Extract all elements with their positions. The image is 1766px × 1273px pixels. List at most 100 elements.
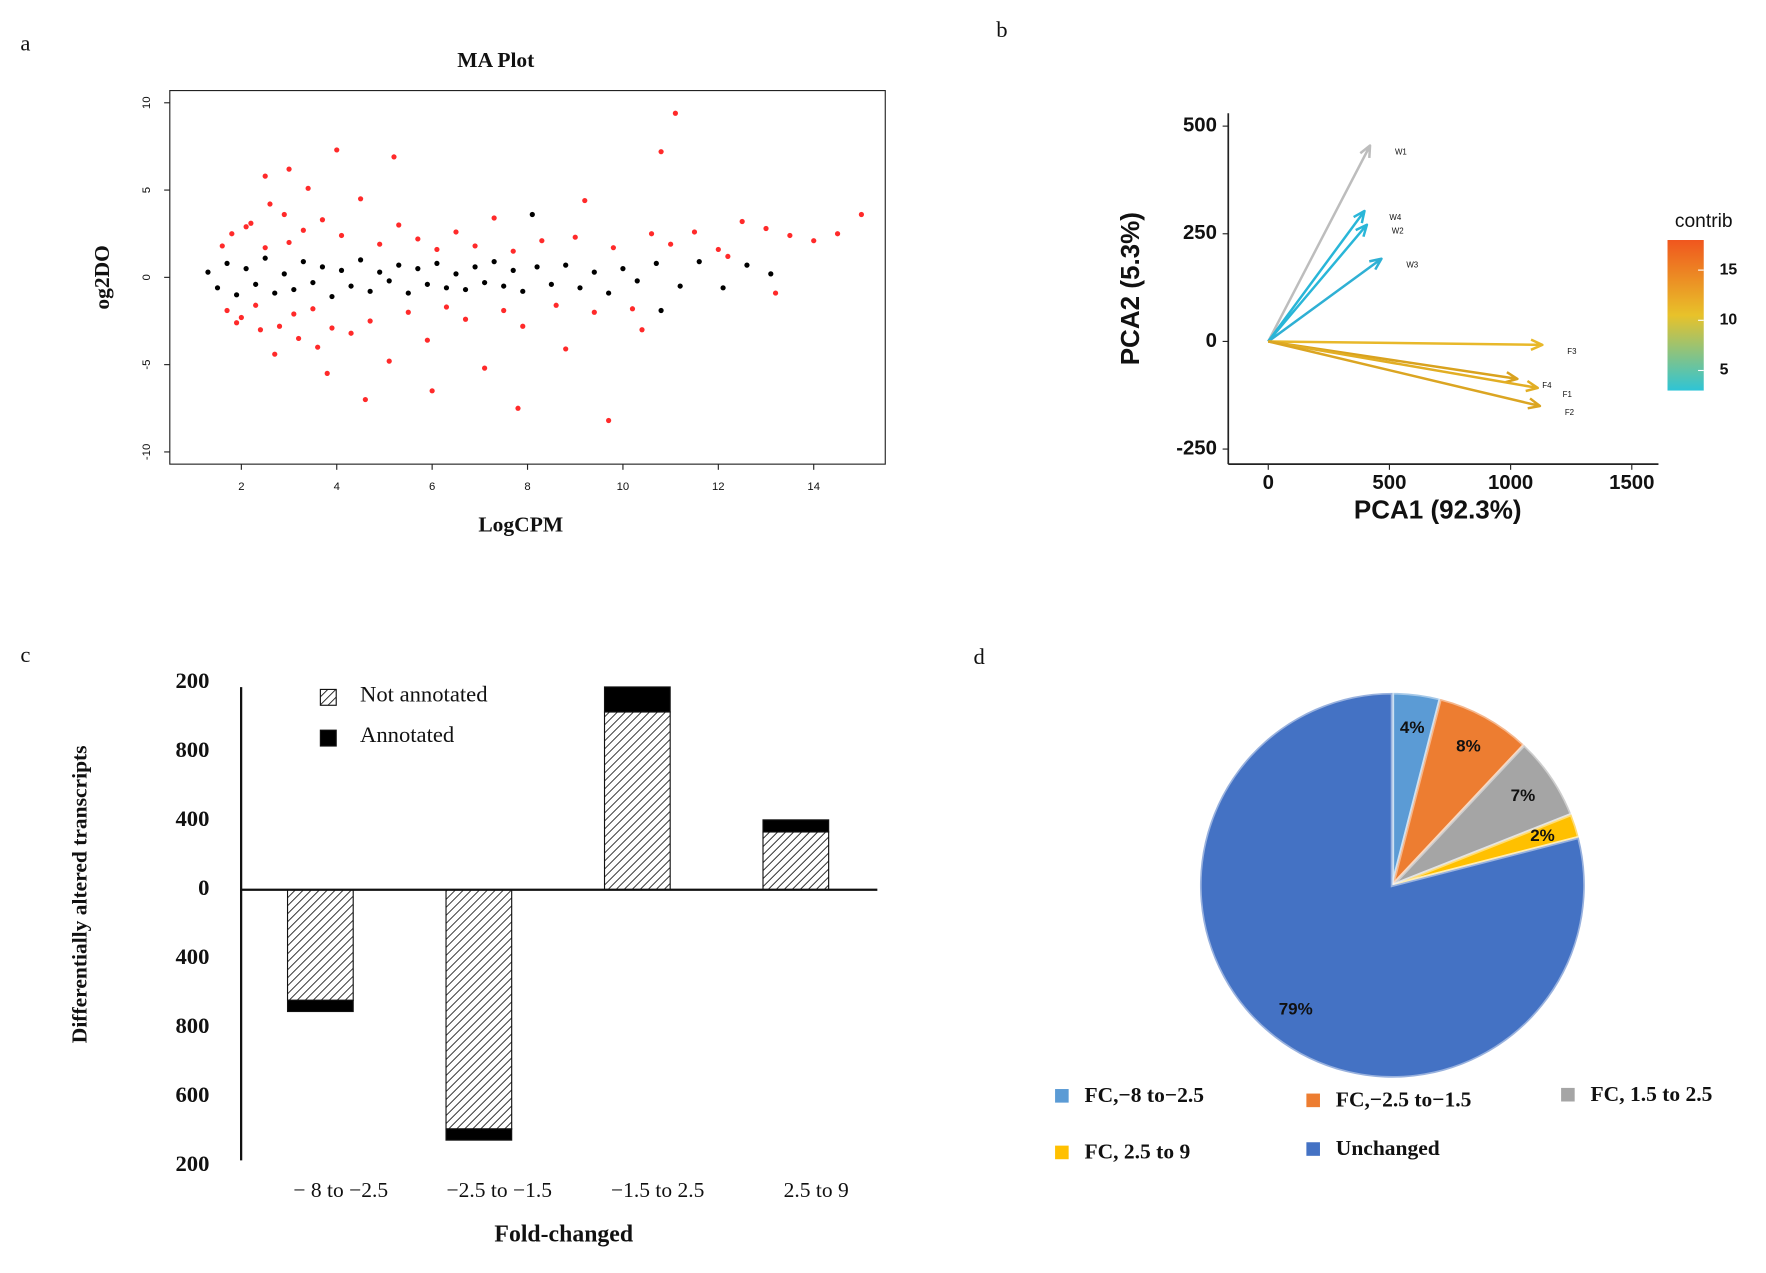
bar-segment — [762, 831, 830, 891]
point — [214, 285, 221, 291]
legend-swatch — [1055, 1145, 1069, 1160]
y-tick-label: -10 — [141, 444, 153, 460]
point — [243, 266, 249, 272]
point — [205, 269, 211, 275]
y-tick-label: 5 — [141, 187, 153, 193]
point — [453, 271, 459, 277]
point — [334, 147, 340, 153]
bar-segment — [286, 999, 354, 1013]
x-tick-label: −1.5 to 2.5 — [611, 1178, 704, 1202]
point — [424, 281, 430, 287]
point — [286, 239, 292, 246]
y-tick-label: 500 — [1183, 115, 1217, 137]
colorbar-tick-label: 15 — [1720, 261, 1738, 278]
y-axis-label: og2DO — [90, 245, 114, 309]
pie-slice — [1391, 812, 1581, 887]
point — [715, 246, 721, 253]
point — [377, 241, 383, 247]
point — [405, 309, 411, 315]
point — [272, 290, 278, 296]
x-tick-label: − 8 to −2.5 — [293, 1178, 388, 1202]
point — [672, 110, 679, 116]
legend-swatch — [1306, 1142, 1320, 1156]
point — [253, 281, 259, 287]
point — [248, 220, 254, 226]
legend-label: FC, 1.5 to 2.5 — [1591, 1082, 1713, 1106]
point — [357, 196, 364, 202]
point — [696, 259, 702, 265]
point — [434, 260, 440, 266]
point — [362, 396, 368, 403]
point — [606, 290, 612, 296]
point — [572, 234, 578, 240]
point — [739, 218, 745, 225]
y-axis-label: Differentially altered transcripts — [67, 745, 91, 1043]
point — [501, 283, 507, 289]
x-tick-label: 2.5 to 9 — [784, 1178, 849, 1202]
arrow — [1268, 340, 1540, 393]
point — [591, 269, 597, 275]
point — [219, 243, 225, 249]
y-tick-label: -250 — [1176, 437, 1217, 459]
point — [367, 318, 373, 324]
point — [515, 405, 521, 411]
point — [606, 417, 612, 424]
pie-slice — [1391, 742, 1574, 887]
point — [291, 311, 297, 317]
point — [725, 253, 731, 260]
point — [377, 269, 383, 275]
arrow — [1267, 257, 1383, 343]
point — [520, 323, 526, 329]
x-tick-label: 4 — [334, 481, 340, 493]
y-tick-label: 800 — [175, 737, 209, 762]
point — [811, 238, 817, 244]
chart-title: MA Plot — [457, 48, 535, 72]
x-axis-label: PCA1 (92.3%) — [1354, 495, 1522, 525]
arrow-label: W3 — [1406, 261, 1418, 270]
point — [658, 307, 664, 314]
point — [763, 225, 769, 232]
legend-label: FC, 2.5 to 9 — [1085, 1140, 1191, 1164]
x-axis-label: Fold-changed — [494, 1222, 633, 1248]
x-tick-label: 6 — [429, 481, 435, 493]
point — [482, 365, 488, 371]
point — [415, 236, 421, 242]
point — [434, 246, 440, 253]
legend-label: Not annotated — [360, 681, 488, 706]
point — [262, 173, 268, 179]
x-tick-label: 10 — [617, 481, 630, 493]
arrow-label: F2 — [1565, 408, 1574, 417]
x-tick-label: 500 — [1372, 472, 1406, 494]
point — [319, 217, 326, 223]
x-tick-label: 2 — [238, 481, 244, 493]
point — [658, 149, 664, 155]
point — [224, 260, 230, 266]
legend-label: Unchanged — [1336, 1136, 1440, 1160]
point — [295, 335, 302, 342]
point — [563, 346, 569, 352]
arrow — [1267, 340, 1542, 410]
point — [300, 227, 306, 233]
panel-label: c — [20, 642, 30, 667]
y-tick-label: 0 — [1206, 330, 1217, 352]
panel-label: a — [20, 30, 30, 55]
point — [677, 283, 683, 289]
point — [267, 201, 273, 207]
bar-segment — [603, 711, 671, 891]
point — [453, 229, 459, 235]
point — [396, 262, 402, 268]
point — [443, 304, 450, 310]
legend-label: FC,−2.5 to−1.5 — [1336, 1087, 1472, 1111]
point — [253, 302, 259, 308]
point — [539, 238, 545, 244]
arrow-label: W1 — [1395, 147, 1407, 156]
point — [319, 264, 326, 270]
point — [548, 281, 554, 287]
y-tick-label: 10 — [141, 96, 153, 109]
point — [668, 241, 674, 247]
point — [415, 266, 421, 272]
y-tick-label: 400 — [175, 806, 209, 831]
point — [396, 222, 402, 228]
arrow — [1267, 223, 1369, 343]
point — [501, 307, 507, 314]
